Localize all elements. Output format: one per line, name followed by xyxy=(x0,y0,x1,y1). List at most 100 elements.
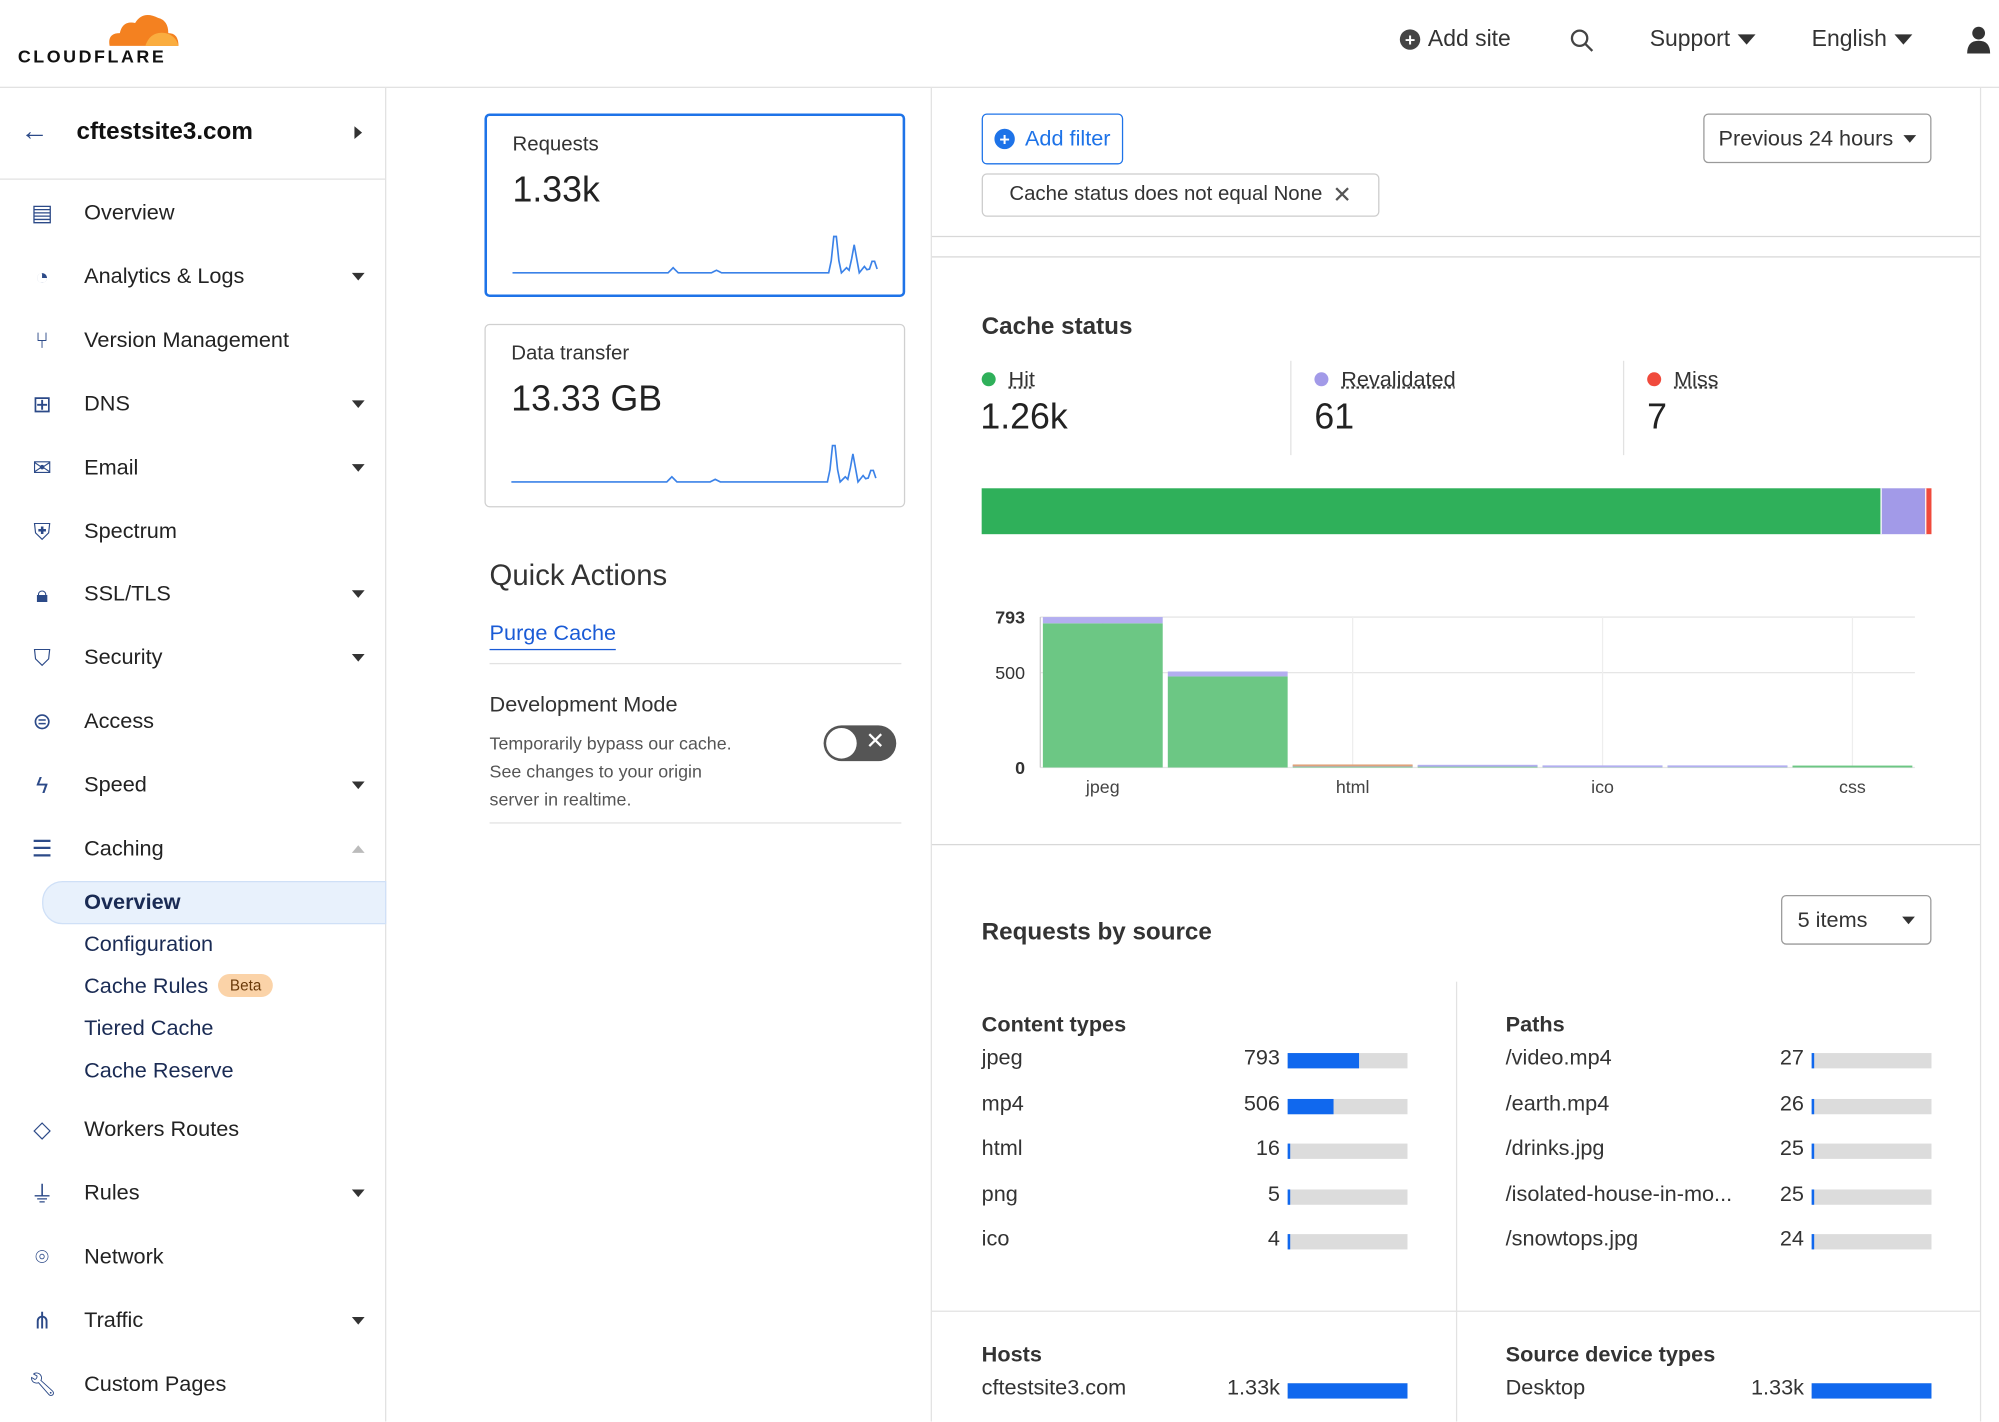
search-icon[interactable] xyxy=(1569,28,1594,53)
legend-hit[interactable]: Hit xyxy=(981,367,1035,392)
add-site-button[interactable]: + Add site xyxy=(1399,25,1511,52)
workers-icon: ◇ xyxy=(33,1116,51,1142)
stack-segment-revalidated[interactable] xyxy=(1880,488,1926,535)
email-icon: ✉ xyxy=(32,454,52,480)
list-item[interactable]: /earth.mp4 26 xyxy=(1506,1091,1939,1122)
sidebar-subitem-cache-reserve[interactable]: Cache Reserve xyxy=(84,1058,234,1083)
sidebar-item-version-management[interactable]: ⑂ Version Management xyxy=(0,315,385,366)
bar-html-miss[interactable] xyxy=(1292,764,1413,767)
list-title: Paths xyxy=(1505,1012,1565,1037)
requests-sparkline xyxy=(512,235,878,275)
sidebar-item-analytics-logs[interactable]: ◔ Analytics & Logs xyxy=(0,251,385,302)
bar-cat1-revalidated[interactable] xyxy=(1167,671,1288,677)
dev-mode-toggle[interactable]: ✕ xyxy=(823,725,897,762)
stack-segment-hit[interactable] xyxy=(981,488,1881,535)
list-item[interactable]: jpeg 793 xyxy=(982,1045,1415,1076)
purge-cache-link[interactable]: Purge Cache xyxy=(489,621,617,651)
item-bar xyxy=(1811,1098,1932,1114)
x-tick-label: css xyxy=(1839,777,1866,797)
item-bar xyxy=(1287,1188,1408,1205)
legend-revalidated[interactable]: Revalidated xyxy=(1314,367,1456,392)
items-select[interactable]: 5 items xyxy=(1781,894,1932,945)
item-label: jpeg xyxy=(981,1045,1023,1070)
bar-css-hit[interactable] xyxy=(1792,765,1913,768)
stack-segment-miss[interactable] xyxy=(1925,488,1932,535)
sidebar-item-spectrum[interactable]: ⛨ Spectrum xyxy=(0,506,385,557)
sidebar-subitem-tiered-cache[interactable]: Tiered Cache xyxy=(84,1016,214,1041)
user-icon[interactable] xyxy=(1966,25,1991,54)
requests-card[interactable]: Requests 1.33k xyxy=(484,113,906,298)
item-label: Desktop xyxy=(1505,1375,1586,1400)
data-transfer-card[interactable]: Data transfer 13.33 GB xyxy=(484,323,906,508)
sidebar-item-label: Caching xyxy=(84,836,164,861)
filter-chip-label: Cache status does not equal None xyxy=(1009,183,1323,206)
item-bar xyxy=(1287,1098,1408,1114)
bar-jpeg-hit[interactable] xyxy=(1042,623,1163,768)
close-icon: ✕ xyxy=(865,727,885,754)
caret-down-icon xyxy=(1902,916,1915,924)
cloudflare-logo[interactable] xyxy=(99,8,181,49)
list-item[interactable]: /isolated-house-in-mo... 25 xyxy=(1506,1181,1939,1212)
list-item[interactable]: png 5 xyxy=(982,1181,1415,1212)
list-item[interactable]: Desktop 1.33k xyxy=(1506,1376,1939,1407)
sidebar-item-dns[interactable]: ⊞ DNS xyxy=(0,379,385,430)
sidebar-subitem-cache-rules[interactable]: Cache Rules Beta xyxy=(84,974,273,999)
add-filter-label: Add filter xyxy=(1024,126,1111,151)
list-title: Source device types xyxy=(1505,1342,1716,1367)
sidebar-item-label: Network xyxy=(84,1244,164,1269)
back-arrow-icon[interactable]: ← xyxy=(20,114,49,147)
item-bar xyxy=(1287,1234,1408,1250)
site-selector[interactable]: ← cftestsite3.com xyxy=(0,89,386,180)
bar-cat5-revalidated[interactable] xyxy=(1667,765,1788,768)
language-menu[interactable]: English xyxy=(1812,25,1913,52)
card-value: 13.33 GB xyxy=(511,378,663,419)
timeframe-select[interactable]: Previous 24 hours xyxy=(1703,113,1932,164)
sidebar-item-rules[interactable]: ⏚ Rules xyxy=(0,1168,385,1219)
sidebar-item-workers-routes[interactable]: ◇ Workers Routes xyxy=(0,1104,385,1155)
list-item[interactable]: mp4 506 xyxy=(982,1091,1415,1122)
list-title: Hosts xyxy=(981,1342,1042,1367)
legend-label: Revalidated xyxy=(1341,367,1456,392)
item-bar xyxy=(1811,1234,1932,1250)
toggle-knob xyxy=(826,727,857,759)
bar-jpeg-revalidated[interactable] xyxy=(1042,617,1163,624)
sidebar-subitem-configuration[interactable]: Configuration xyxy=(84,931,214,957)
list-item[interactable]: /snowtops.jpg 24 xyxy=(1506,1226,1939,1257)
item-value: 16 xyxy=(1255,1135,1280,1161)
quick-actions-title: Quick Actions xyxy=(489,558,668,592)
bar-cat1-hit[interactable] xyxy=(1167,676,1288,768)
data-transfer-sparkline xyxy=(511,444,877,484)
item-value: 26 xyxy=(1779,1090,1804,1115)
sidebar-item-label: Email xyxy=(84,455,139,480)
sidebar-subitem-overview[interactable]: Overview xyxy=(42,880,387,925)
sidebar-item-custom-pages[interactable]: 🔧︎ Custom Pages xyxy=(0,1359,385,1410)
sidebar-item-traffic[interactable]: ⋔ Traffic xyxy=(0,1295,385,1346)
sidebar-item-overview[interactable]: ▤ Overview xyxy=(0,187,385,238)
miss-value: 7 xyxy=(1647,396,1668,437)
sidebar-item-network[interactable]: ⌾ Network xyxy=(0,1232,385,1283)
server-icon: ☰ xyxy=(31,835,53,862)
list-item[interactable]: cftestsite3.com 1.33k xyxy=(982,1376,1415,1407)
sidebar-item-speed[interactable]: ϟ Speed xyxy=(0,760,385,811)
sidebar-item-ssl-tls[interactable]: 🔒︎ SSL/TLS xyxy=(0,569,385,620)
sidebar-item-access[interactable]: ⊜ Access xyxy=(0,696,385,747)
document-icon: ▤ xyxy=(31,199,53,226)
sidebar-item-label: Security xyxy=(84,645,163,670)
add-filter-button[interactable]: + Add filter xyxy=(981,113,1124,165)
legend-miss[interactable]: Miss xyxy=(1647,367,1719,392)
filter-chip[interactable]: Cache status does not equal None ✕ xyxy=(981,173,1380,217)
sidebar-item-security[interactable]: ⛉ Security xyxy=(0,632,385,683)
list-item[interactable]: html 16 xyxy=(982,1136,1415,1167)
item-value: 4 xyxy=(1267,1226,1280,1251)
list-item[interactable]: ico 4 xyxy=(982,1226,1415,1257)
bar-ico-revalidated[interactable] xyxy=(1542,765,1663,768)
list-item[interactable]: /drinks.jpg 25 xyxy=(1506,1136,1939,1167)
x-tick-label: ico xyxy=(1591,777,1614,797)
network-tree-icon: ⊞ xyxy=(32,390,52,417)
bar-cat3-revalidated[interactable] xyxy=(1417,764,1538,767)
list-item[interactable]: /video.mp4 27 xyxy=(1506,1045,1939,1076)
sidebar-item-caching[interactable]: ☰ Caching xyxy=(0,824,385,875)
close-icon[interactable]: ✕ xyxy=(1332,181,1352,208)
support-menu[interactable]: Support xyxy=(1650,25,1756,52)
sidebar-item-email[interactable]: ✉ Email xyxy=(0,442,385,493)
